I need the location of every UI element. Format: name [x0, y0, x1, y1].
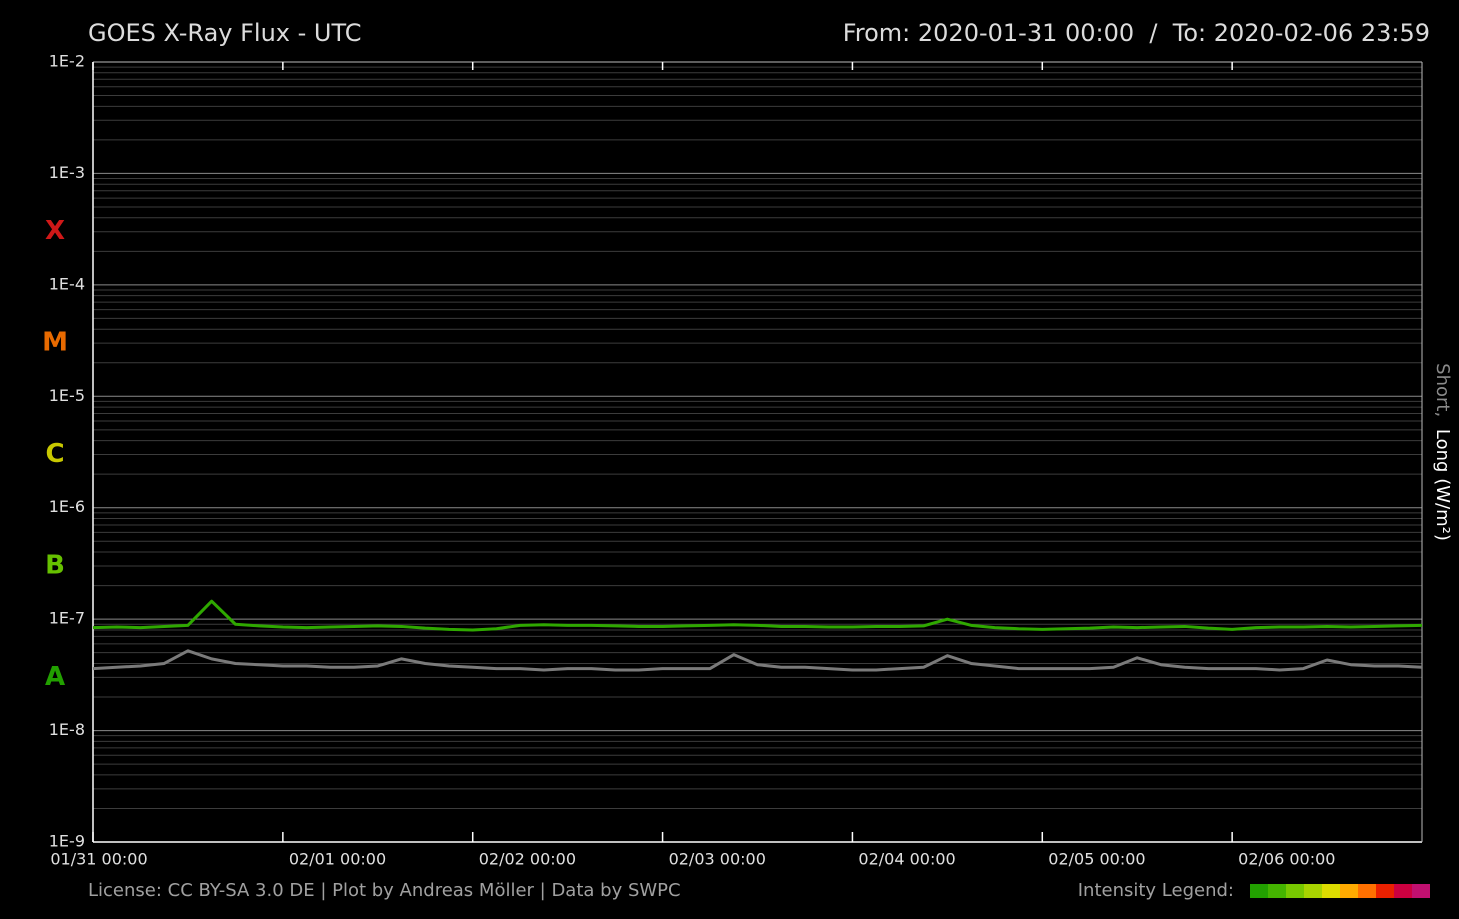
y-tick-label: 1E-8	[49, 720, 85, 739]
right-axis-label-part: Short,	[1432, 363, 1453, 417]
series-line	[92, 649, 1423, 672]
chart-title: GOES X-Ray Flux - UTC	[88, 19, 362, 47]
intensity-swatch	[1268, 884, 1286, 898]
x-tick-label: 02/05 00:00	[1048, 850, 1145, 869]
x-tick-label: 02/02 00:00	[479, 850, 576, 869]
chart-subtitle: From: 2020-01-31 00:00 / To: 2020-02-06 …	[843, 19, 1430, 47]
class-label: B	[45, 550, 65, 580]
x-tick-label: 02/04 00:00	[858, 850, 955, 869]
x-tick-label: 02/03 00:00	[669, 850, 766, 869]
y-tick-label: 1E-6	[49, 497, 85, 516]
class-label: A	[45, 662, 65, 692]
y-tick-label: 1E-9	[49, 832, 85, 851]
y-tick-label: 1E-7	[49, 609, 85, 628]
intensity-swatch	[1394, 884, 1412, 898]
intensity-swatch	[1340, 884, 1358, 898]
intensity-swatch	[1376, 884, 1394, 898]
intensity-swatch	[1250, 884, 1268, 898]
intensity-swatch	[1322, 884, 1340, 898]
intensity-swatch	[1358, 884, 1376, 898]
y-tick-label: 1E-3	[49, 163, 85, 182]
x-tick-label: 01/31 00:00	[50, 850, 147, 869]
class-label: M	[42, 328, 68, 358]
right-axis-label-part: Long (W/m²)	[1432, 429, 1453, 541]
class-label: C	[45, 439, 64, 469]
y-tick-label: 1E-4	[49, 274, 85, 293]
y-tick-label: 1E-2	[49, 52, 85, 71]
series-line	[92, 599, 1423, 632]
intensity-swatch	[1412, 884, 1430, 898]
right-axis-label: Short, Long (W/m²)	[1432, 363, 1453, 541]
intensity-swatch	[1304, 884, 1322, 898]
intensity-swatch	[1286, 884, 1304, 898]
intensity-legend-label: Intensity Legend:	[1078, 880, 1234, 901]
class-label: X	[45, 216, 65, 246]
x-tick-label: 02/06 00:00	[1238, 850, 1335, 869]
x-tick-label: 02/01 00:00	[289, 850, 386, 869]
y-tick-label: 1E-5	[49, 386, 85, 405]
footer: License: CC BY-SA 3.0 DE | Plot by Andre…	[88, 880, 681, 901]
